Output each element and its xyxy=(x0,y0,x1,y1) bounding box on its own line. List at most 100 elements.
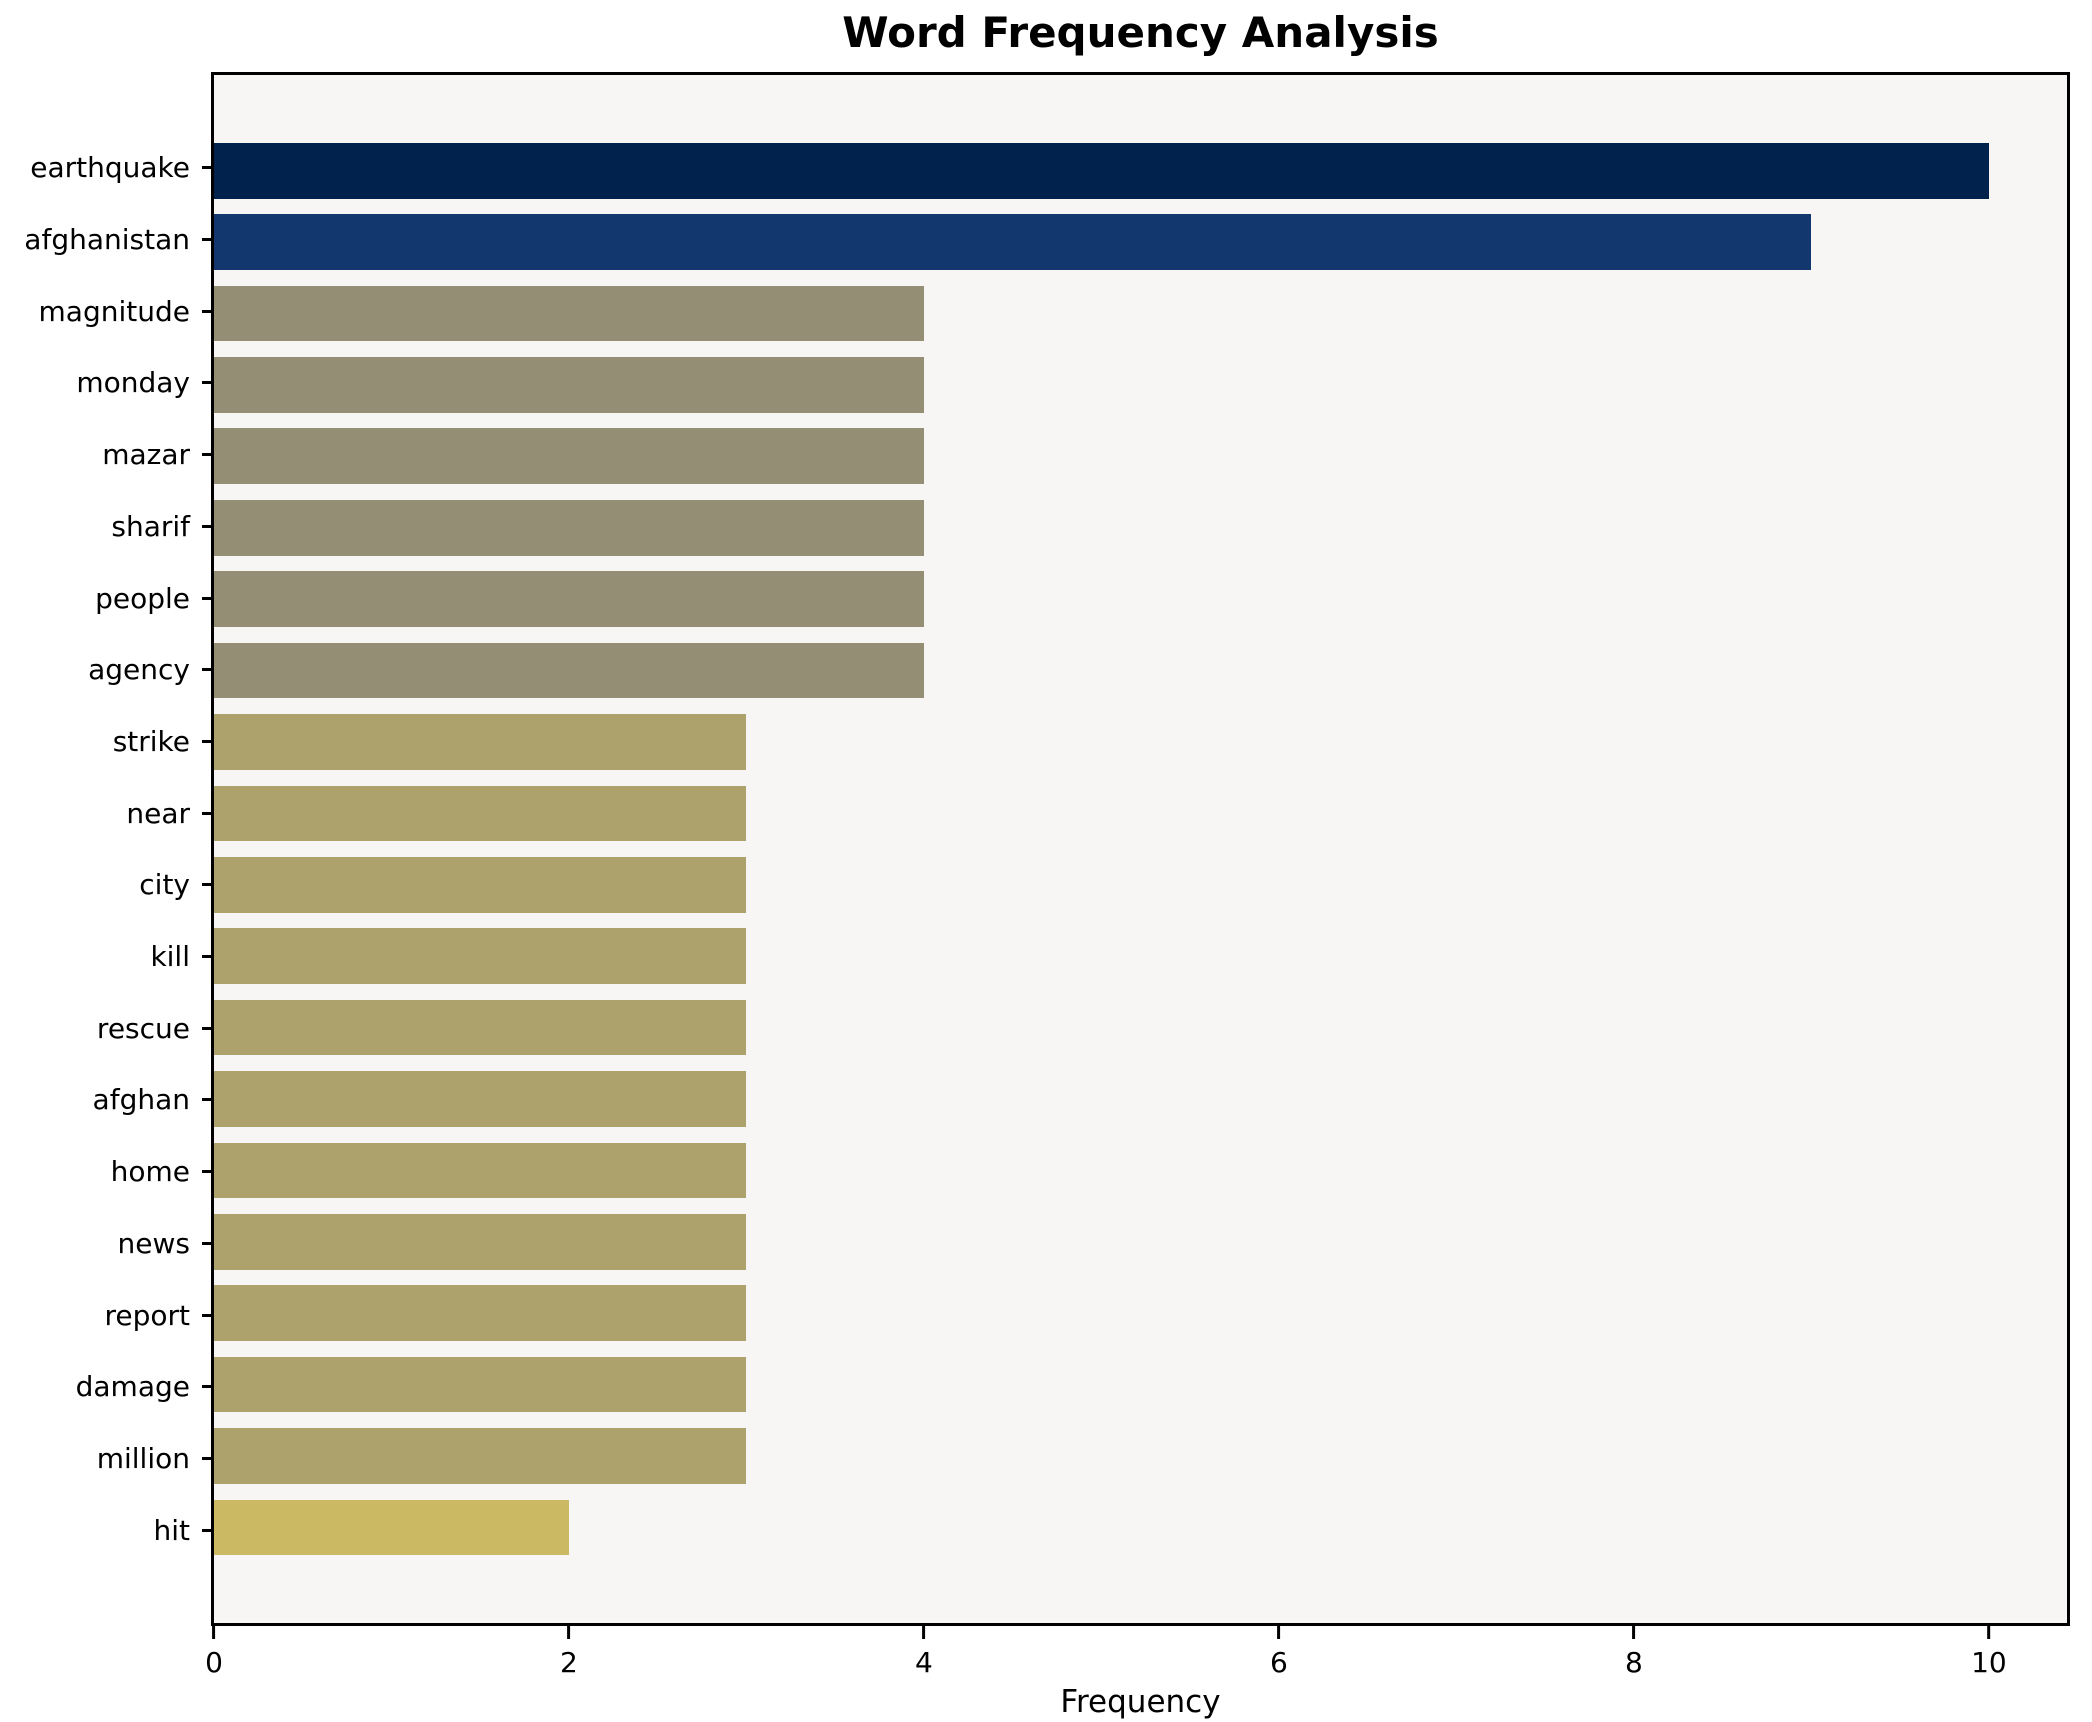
bar-kill xyxy=(214,928,747,985)
y-tick-row: damage xyxy=(0,1351,211,1423)
y-tick-label: people xyxy=(95,581,190,615)
y-tick-label: near xyxy=(126,796,190,830)
plot-area xyxy=(211,72,2070,1626)
y-tick-mark xyxy=(202,1385,211,1389)
y-tick-label: agency xyxy=(88,653,190,687)
bar-afghan xyxy=(214,1071,747,1127)
bar-row xyxy=(214,563,2067,634)
y-tick-row: sharif xyxy=(0,491,211,563)
y-tick-row: rescue xyxy=(0,992,211,1064)
y-tick-label: news xyxy=(117,1226,190,1260)
y-axis-labels: earthquake afghanistan magnitude monday maza… xyxy=(0,72,211,1626)
bar-monday xyxy=(214,357,924,413)
bar-row xyxy=(214,492,2067,563)
y-tick-label: home xyxy=(110,1155,190,1189)
y-tick-mark xyxy=(202,1528,211,1532)
y-tick-row: afghan xyxy=(0,1064,211,1136)
y-tick-label: city xyxy=(139,868,190,902)
x-tick-label: 8 xyxy=(1625,1646,1643,1679)
x-tick-label: 0 xyxy=(205,1646,223,1679)
bar-row xyxy=(214,1278,2067,1349)
y-tick-mark xyxy=(202,309,211,313)
y-tick-row: magnitude xyxy=(0,275,211,347)
y-tick-row: news xyxy=(0,1208,211,1280)
y-tick-row: monday xyxy=(0,347,211,419)
y-tick-row: near xyxy=(0,777,211,849)
y-tick-label: strike xyxy=(112,724,190,758)
y-tick-label: report xyxy=(104,1298,190,1332)
bar-row xyxy=(214,1349,2067,1420)
x-tick-mark xyxy=(1632,1626,1636,1639)
bar-row xyxy=(214,1492,2067,1563)
y-tick-mark xyxy=(202,668,211,672)
bar-row xyxy=(214,778,2067,849)
bar-row xyxy=(214,1206,2067,1277)
y-tick-label: sharif xyxy=(111,509,190,543)
x-tick: 8 xyxy=(1625,1626,1643,1679)
bar-row xyxy=(214,1135,2067,1206)
y-tick-label: earthquake xyxy=(30,151,190,185)
y-tick-label: monday xyxy=(76,366,190,400)
x-tick: 6 xyxy=(1270,1626,1288,1679)
y-tick-label: afghanistan xyxy=(24,223,190,257)
y-tick-mark xyxy=(202,1457,211,1460)
y-tick-label: million xyxy=(96,1442,190,1475)
y-tick-row: mazar xyxy=(0,419,211,491)
bar-row xyxy=(214,135,2067,206)
x-axis-ticks: 0 2 4 6 8 10 xyxy=(205,1626,2067,1686)
x-tick: 4 xyxy=(915,1626,933,1679)
y-tick-mark xyxy=(202,596,211,600)
bar-near xyxy=(214,785,747,842)
chart-title: Word Frequency Analysis xyxy=(842,8,1439,57)
y-tick-label: hit xyxy=(153,1513,190,1547)
y-tick-mark xyxy=(202,524,211,528)
y-tick-mark xyxy=(202,166,211,170)
bar-row xyxy=(214,1420,2067,1491)
y-tick-mark xyxy=(202,1241,211,1245)
y-tick-mark xyxy=(202,811,211,815)
x-tick-label: 6 xyxy=(1270,1646,1288,1679)
y-tick-row: home xyxy=(0,1136,211,1208)
x-tick-mark xyxy=(1987,1626,1991,1639)
bar-city xyxy=(214,856,747,913)
y-tick-row: kill xyxy=(0,921,211,993)
bar-row xyxy=(214,349,2067,420)
y-tick-mark xyxy=(202,1098,211,1102)
y-tick-label: magnitude xyxy=(38,294,190,328)
bar-row xyxy=(214,421,2067,492)
x-tick-mark xyxy=(212,1626,216,1639)
y-tick-mark xyxy=(202,883,211,887)
y-tick-row: hit xyxy=(0,1494,211,1566)
bar-row xyxy=(214,278,2067,349)
y-tick-row: million xyxy=(0,1423,211,1495)
bar-sharif xyxy=(214,499,924,556)
y-tick-label: rescue xyxy=(96,1011,190,1045)
x-tick-mark xyxy=(1277,1626,1281,1639)
x-tick: 0 xyxy=(205,1626,223,1679)
y-tick-mark xyxy=(202,739,211,743)
x-tick: 2 xyxy=(560,1626,578,1679)
x-tick-mark xyxy=(922,1626,926,1639)
bar-report xyxy=(214,1285,747,1342)
x-tick-label: 4 xyxy=(915,1646,933,1679)
bar-news xyxy=(214,1213,747,1270)
y-tick-mark xyxy=(202,1170,211,1174)
bar-home xyxy=(214,1142,747,1199)
x-axis-label: Frequency xyxy=(1060,1684,1221,1720)
y-tick-label: damage xyxy=(75,1370,190,1404)
bar-million xyxy=(214,1428,747,1484)
y-tick-mark xyxy=(202,238,211,242)
y-tick-label: mazar xyxy=(102,438,190,472)
y-tick-mark xyxy=(202,381,211,385)
y-tick-mark xyxy=(202,1026,211,1030)
bar-row xyxy=(214,635,2067,706)
y-tick-row: afghanistan xyxy=(0,204,211,276)
y-tick-row: agency xyxy=(0,634,211,706)
y-tick-mark xyxy=(202,955,211,959)
bar-row xyxy=(214,992,2067,1063)
bar-magnitude xyxy=(214,285,924,342)
bar-afghanistan xyxy=(214,214,1812,270)
y-tick-row: report xyxy=(0,1279,211,1351)
y-tick-mark xyxy=(202,453,211,457)
